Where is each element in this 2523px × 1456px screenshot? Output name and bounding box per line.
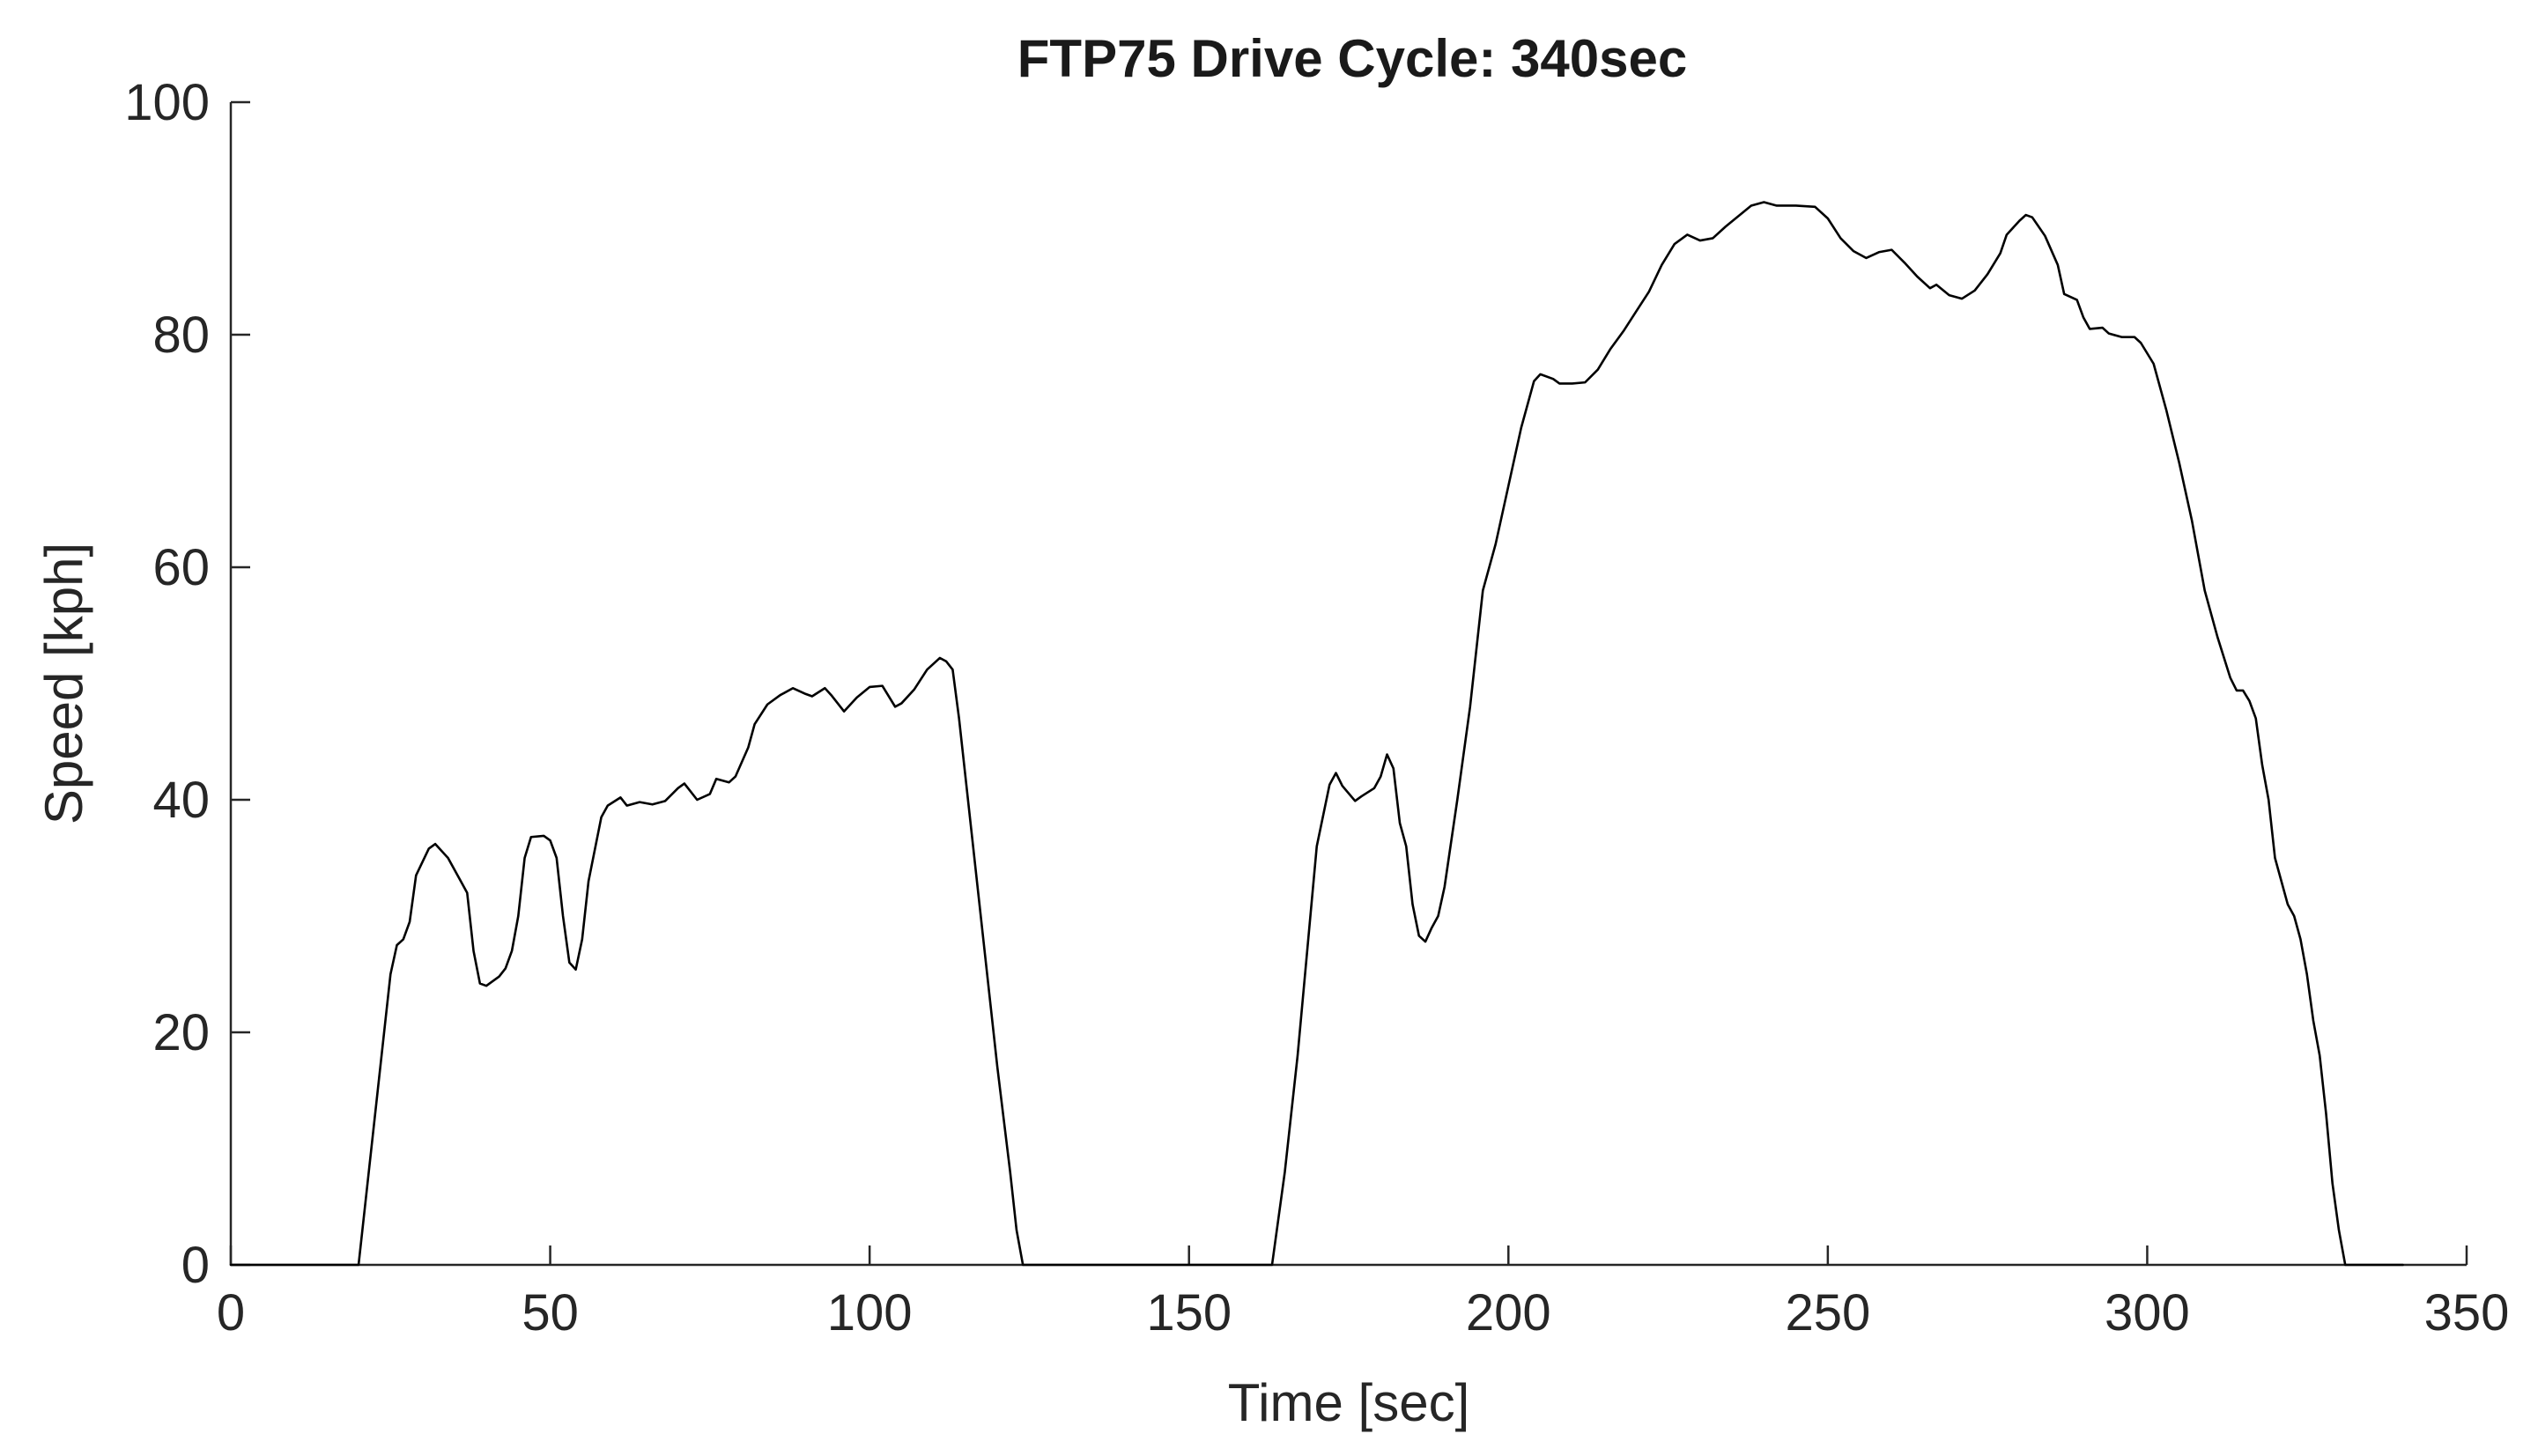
x-tick-label: 150 [1146, 1284, 1232, 1341]
y-tick-label: 60 [152, 539, 210, 596]
plot-area [229, 201, 2404, 1267]
x-tick-label: 300 [2105, 1284, 2190, 1341]
x-tick-label: 100 [827, 1284, 913, 1341]
y-tick-label: 40 [152, 772, 210, 829]
y-axis-label: Speed [kph] [34, 543, 93, 824]
speed-series-line [229, 201, 2404, 1267]
chart-title: FTP75 Drive Cycle: 340sec [1017, 29, 1687, 88]
y-tick-label: 0 [181, 1237, 210, 1294]
x-tick-label: 250 [1785, 1284, 1870, 1341]
x-tick-label: 200 [1466, 1284, 1551, 1341]
x-tick-label: 350 [2424, 1284, 2510, 1341]
y-axis-ticks: 0 20 40 60 80 100 [124, 74, 250, 1294]
x-tick-label: 50 [522, 1284, 579, 1341]
x-tick-label: 0 [217, 1284, 245, 1341]
x-axis-ticks: 0 50 100 150 200 250 300 350 [217, 1245, 2510, 1341]
y-tick-label: 20 [152, 1004, 210, 1061]
y-tick-label: 80 [152, 307, 210, 364]
y-tick-label: 100 [124, 74, 210, 131]
plot-axes [229, 102, 2467, 1267]
x-axis-label: Time [sec] [1228, 1373, 1469, 1432]
